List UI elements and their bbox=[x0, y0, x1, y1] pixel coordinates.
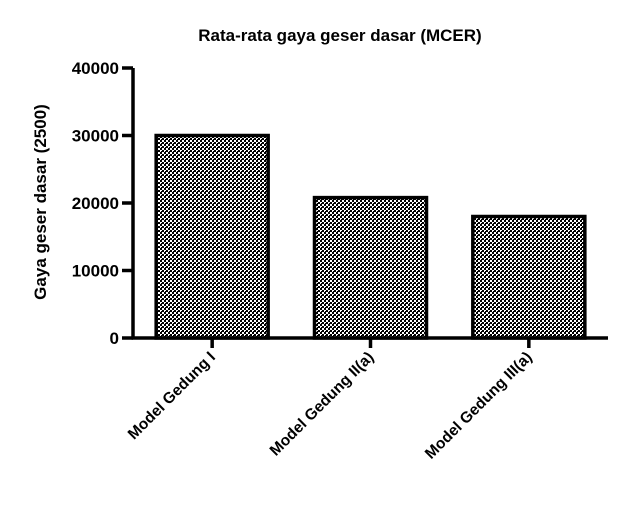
x-tick-label: Model Gedung II(a) bbox=[267, 349, 378, 460]
bar bbox=[312, 195, 429, 340]
y-tick-label: 0 bbox=[110, 329, 119, 348]
bar bbox=[154, 133, 270, 340]
x-tick-label: Model Gedung III(a) bbox=[422, 349, 536, 463]
y-tick-label: 30000 bbox=[72, 127, 119, 146]
bar bbox=[471, 214, 587, 340]
x-tick-label: Model Gedung I bbox=[125, 349, 219, 443]
y-ticks-group: 0 10000 20000 30000 40000 bbox=[72, 59, 133, 348]
x-ticks-group: Model Gedung I Model Gedung II(a) Model Ge… bbox=[125, 338, 536, 463]
y-tick-label: 40000 bbox=[72, 59, 119, 78]
bars-group bbox=[154, 133, 587, 340]
chart-title: Rata-rata gaya geser dasar (MCER) bbox=[198, 26, 481, 45]
y-tick-label: 20000 bbox=[72, 194, 119, 213]
y-axis-label: Gaya geser dasar (2500) bbox=[31, 104, 50, 300]
y-tick-label: 10000 bbox=[72, 262, 119, 281]
